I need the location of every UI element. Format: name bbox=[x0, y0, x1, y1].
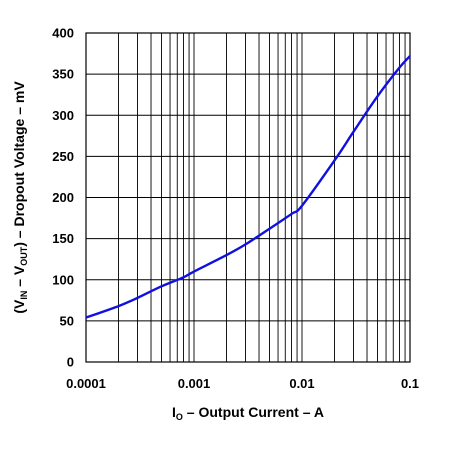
x-axis-label-rest: – Output Current – A bbox=[183, 404, 324, 420]
y-tick-label: 100 bbox=[52, 272, 74, 287]
y-axis-label-rest: ) – Dropout Voltage – mV bbox=[11, 81, 27, 247]
y-axis-label-subscript-in: IN bbox=[19, 291, 29, 300]
y-tick-label: 350 bbox=[52, 67, 74, 82]
y-tick-label: 200 bbox=[52, 190, 74, 205]
y-axis-label-subscript-out: OUT bbox=[19, 246, 29, 266]
x-tick-labels: 0.0001 0.001 0.01 0.1 bbox=[66, 376, 419, 391]
x-tick-label: 0.0001 bbox=[66, 376, 106, 391]
y-tick-labels: 0 50 100 150 200 250 300 350 400 bbox=[52, 26, 74, 370]
y-tick-label: 250 bbox=[52, 149, 74, 164]
y-tick-label: 150 bbox=[52, 231, 74, 246]
x-tick-label: 0.001 bbox=[178, 376, 211, 391]
y-tick-label: 0 bbox=[67, 355, 74, 370]
x-axis-label-main: I bbox=[172, 404, 176, 420]
y-axis-label-open: (V bbox=[11, 299, 27, 314]
x-axis-label-subscript: O bbox=[176, 412, 183, 422]
x-axis-label: IO – Output Current – A bbox=[172, 404, 324, 422]
series-line-dropout-voltage bbox=[85, 55, 411, 319]
x-tick-label: 0.01 bbox=[289, 376, 314, 391]
y-tick-label: 50 bbox=[60, 313, 74, 328]
grid bbox=[85, 32, 410, 363]
y-tick-label: 400 bbox=[52, 26, 74, 41]
plot-frame bbox=[85, 32, 411, 363]
y-axis-label-mid: – V bbox=[11, 265, 27, 291]
y-axis-label: (VIN – VOUT) – Dropout Voltage – mV bbox=[11, 81, 29, 314]
y-tick-label: 300 bbox=[52, 108, 74, 123]
x-tick-label: 0.1 bbox=[401, 376, 419, 391]
